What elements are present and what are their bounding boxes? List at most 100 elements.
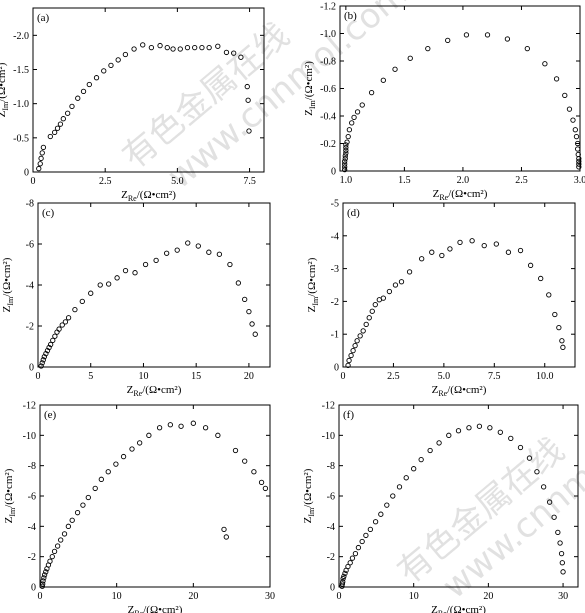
data-point (575, 140, 581, 147)
data-point (80, 88, 87, 95)
y-axis-label: ZIm/(Ω•cm²) (303, 61, 317, 116)
data-point (106, 281, 112, 287)
data-point (345, 133, 351, 140)
data-point (86, 81, 92, 88)
y-tick-label: -4 (26, 281, 34, 292)
x-tick-label: 2.0 (457, 175, 470, 186)
data-point (476, 423, 483, 429)
data-point (164, 44, 170, 51)
x-tick-label: 20 (188, 591, 198, 602)
panel-label: (a) (37, 12, 50, 24)
x-tick-label: 0 (337, 591, 342, 602)
data-point (339, 581, 346, 587)
data-point (41, 572, 48, 578)
data-point (51, 548, 58, 555)
data-point (342, 153, 348, 159)
y-tick-label: -3 (331, 264, 339, 275)
x-tick-label: 0 (38, 591, 43, 602)
data-point (88, 290, 94, 296)
x-tick-label: 2.5 (515, 175, 528, 186)
data-point (572, 127, 578, 133)
data-point (354, 109, 361, 115)
data-point (481, 242, 487, 249)
chart-panel-3: 0 5 10 15 20 0 -2 -4 -6 -8 (c) ZRe/(Ω•cm²) ZIm/(Ω•cm… (1, 199, 271, 398)
data-point (455, 428, 462, 434)
data-point (342, 164, 348, 170)
data-point (342, 166, 348, 173)
data-point (43, 569, 49, 575)
data-point (215, 432, 221, 438)
data-point (343, 150, 349, 156)
data-point (54, 543, 61, 549)
data-point (40, 357, 46, 363)
data-point (368, 89, 375, 96)
data-point (367, 526, 374, 533)
data-point (242, 296, 248, 302)
panel-label: (b) (344, 10, 357, 22)
data-point (380, 77, 386, 83)
data-point (436, 440, 442, 446)
y-tick-label: 0 (330, 583, 335, 594)
data-point (238, 54, 244, 60)
data-point (343, 144, 349, 151)
data-point (98, 476, 104, 482)
data-point (105, 469, 111, 475)
data-point (380, 295, 386, 301)
data-point (555, 529, 561, 536)
data-point (258, 479, 265, 485)
data-point (526, 455, 533, 461)
data-point (65, 315, 72, 321)
data-point (359, 102, 365, 108)
data-point (57, 121, 64, 127)
data-point (75, 95, 81, 101)
y-tick-label: -4 (28, 522, 36, 533)
x-axis-label: ZRe/(Ω•cm²) (433, 188, 488, 202)
data-point (153, 257, 159, 264)
data-point (170, 46, 176, 52)
x-tick-label: 3.0 (574, 175, 585, 186)
data-point (484, 32, 491, 38)
data-point (52, 333, 58, 339)
data-point (406, 269, 413, 275)
data-point (69, 103, 75, 110)
data-point (369, 308, 375, 314)
data-point (58, 537, 64, 543)
data-point (47, 558, 53, 564)
data-point (41, 575, 47, 581)
data-point (48, 341, 54, 348)
data-point (184, 44, 191, 51)
data-point (223, 534, 229, 540)
data-point (122, 267, 129, 274)
data-point (418, 456, 424, 463)
data-point (177, 46, 183, 52)
data-point (348, 352, 354, 359)
y-tick-label: -0.6 (320, 84, 336, 95)
data-point (345, 362, 351, 369)
x-axis-label: ZRe/(Ω•cm²) (432, 384, 487, 398)
data-point (242, 458, 248, 464)
data-point (439, 252, 445, 259)
data-point (378, 511, 384, 517)
data-point (352, 343, 358, 349)
data-point (36, 165, 42, 172)
data-point (570, 117, 576, 123)
data-point (546, 292, 552, 298)
data-point (178, 423, 184, 429)
data-point (74, 510, 81, 516)
y-tick-label: -8 (26, 199, 34, 210)
data-point (429, 249, 435, 255)
data-point (62, 319, 69, 325)
data-point (576, 158, 582, 165)
y-tick-label: -12 (23, 401, 36, 412)
data-point (466, 425, 472, 431)
y-tick-label: -2.0 (13, 31, 29, 42)
data-point (342, 570, 348, 576)
data-point (146, 432, 152, 438)
data-point (38, 363, 44, 369)
y-tick-label: -4 (331, 231, 339, 242)
plot-frame (342, 202, 576, 368)
data-point (558, 550, 565, 557)
data-point (524, 45, 530, 52)
data-point (527, 262, 534, 268)
